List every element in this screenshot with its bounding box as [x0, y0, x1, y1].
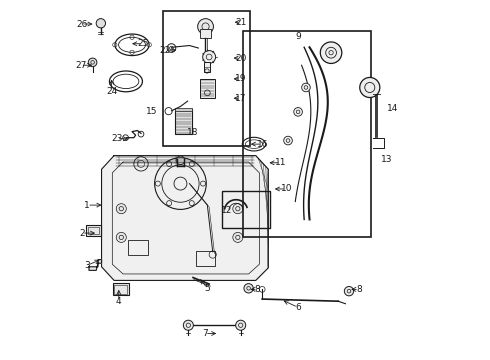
- Text: 5: 5: [204, 284, 210, 293]
- Bar: [163, 12, 250, 146]
- Circle shape: [294, 108, 302, 116]
- Circle shape: [236, 320, 245, 330]
- Circle shape: [183, 320, 194, 330]
- Text: 26: 26: [76, 19, 88, 28]
- Text: 9: 9: [295, 32, 301, 41]
- Bar: [204, 62, 210, 72]
- Bar: [196, 251, 215, 266]
- Bar: [200, 78, 215, 98]
- Text: 25: 25: [137, 39, 148, 48]
- Text: 24: 24: [106, 86, 117, 95]
- Circle shape: [360, 77, 380, 98]
- Bar: [175, 109, 192, 134]
- Text: 22: 22: [160, 46, 171, 55]
- Circle shape: [233, 232, 243, 242]
- Circle shape: [233, 204, 243, 214]
- Circle shape: [116, 232, 126, 242]
- Bar: [113, 283, 129, 296]
- Circle shape: [320, 42, 342, 63]
- Text: 4: 4: [116, 297, 122, 306]
- Text: 21: 21: [235, 18, 246, 27]
- Bar: [200, 30, 211, 39]
- Bar: [115, 285, 127, 294]
- Text: 7: 7: [202, 329, 208, 338]
- Circle shape: [88, 58, 97, 67]
- Text: 20: 20: [235, 54, 246, 63]
- Text: 23: 23: [111, 134, 122, 143]
- Text: 8: 8: [255, 285, 260, 294]
- Circle shape: [197, 19, 214, 35]
- Text: 17: 17: [235, 94, 246, 103]
- Text: 11: 11: [275, 158, 287, 167]
- Bar: [221, 191, 270, 228]
- Circle shape: [302, 83, 310, 92]
- Polygon shape: [101, 156, 269, 280]
- Text: 2: 2: [79, 229, 85, 238]
- Bar: [128, 240, 148, 255]
- Text: 27: 27: [75, 61, 86, 70]
- Text: 14: 14: [387, 104, 398, 113]
- Bar: [87, 225, 101, 235]
- Circle shape: [96, 19, 105, 28]
- Polygon shape: [89, 260, 101, 270]
- Text: 18: 18: [187, 128, 199, 137]
- Text: 15: 15: [146, 107, 157, 116]
- Bar: [175, 108, 192, 111]
- Bar: [88, 226, 99, 234]
- Circle shape: [344, 287, 354, 296]
- Circle shape: [284, 136, 293, 145]
- Text: 13: 13: [381, 155, 392, 164]
- Text: 6: 6: [295, 303, 301, 312]
- Text: 8: 8: [356, 285, 362, 294]
- Text: 10: 10: [280, 184, 292, 193]
- Circle shape: [116, 204, 126, 214]
- Text: 3: 3: [84, 261, 90, 270]
- Text: 19: 19: [235, 75, 246, 84]
- Circle shape: [244, 284, 253, 293]
- Circle shape: [203, 50, 216, 63]
- Text: 12: 12: [220, 206, 232, 215]
- Text: 16: 16: [256, 140, 268, 149]
- Text: 1: 1: [84, 201, 90, 210]
- Bar: [243, 31, 370, 237]
